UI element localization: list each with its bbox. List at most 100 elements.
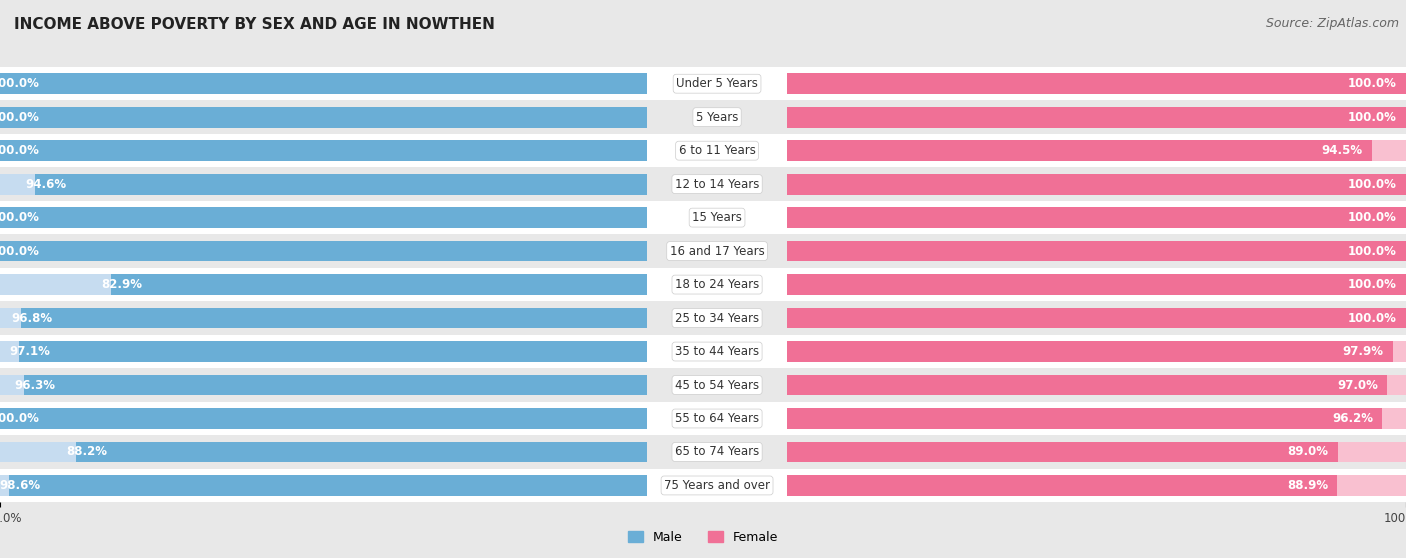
Text: 96.2%: 96.2% (1333, 412, 1374, 425)
Text: 35 to 44 Years: 35 to 44 Years (675, 345, 759, 358)
Bar (787, 73, 1406, 94)
Text: 100.0%: 100.0% (1348, 211, 1396, 224)
Bar (0, 341, 647, 362)
Bar (787, 408, 1406, 429)
Bar (787, 174, 1406, 195)
Bar (0, 67, 647, 100)
Bar (647, 402, 787, 435)
Text: 97.1%: 97.1% (8, 345, 51, 358)
Text: 100.0%: 100.0% (0, 110, 39, 124)
Text: 25 to 34 Years: 25 to 34 Years (675, 311, 759, 325)
Text: 65 to 74 Years: 65 to 74 Years (675, 445, 759, 459)
Legend: Male, Female: Male, Female (623, 526, 783, 549)
Bar (647, 335, 787, 368)
Text: INCOME ABOVE POVERTY BY SEX AND AGE IN NOWTHEN: INCOME ABOVE POVERTY BY SEX AND AGE IN N… (14, 17, 495, 32)
Bar (787, 207, 1406, 228)
Bar (787, 441, 1339, 463)
Text: 75 Years and over: 75 Years and over (664, 479, 770, 492)
Text: 96.8%: 96.8% (11, 311, 52, 325)
Bar (787, 107, 1406, 128)
Bar (787, 402, 1406, 435)
Bar (787, 140, 1406, 161)
Text: 89.0%: 89.0% (1288, 445, 1329, 459)
Text: 5 Years: 5 Years (696, 110, 738, 124)
Bar (787, 408, 1382, 429)
Bar (787, 435, 1406, 469)
Bar (787, 134, 1406, 167)
Bar (787, 240, 1406, 262)
Bar (787, 274, 1406, 295)
Text: 100.0%: 100.0% (1348, 77, 1396, 90)
Text: 100.0%: 100.0% (0, 77, 39, 90)
Bar (0, 435, 647, 469)
Bar (0, 207, 647, 228)
Bar (787, 374, 1388, 396)
Bar (787, 174, 1406, 195)
Bar (647, 368, 787, 402)
Text: 98.6%: 98.6% (0, 479, 41, 492)
Bar (787, 268, 1406, 301)
Text: 100.0%: 100.0% (1348, 177, 1396, 191)
Bar (787, 341, 1406, 362)
Bar (787, 140, 1372, 161)
Text: 97.0%: 97.0% (1337, 378, 1378, 392)
Bar (647, 100, 787, 134)
Bar (647, 167, 787, 201)
Bar (647, 234, 787, 268)
Bar (0, 234, 647, 268)
Bar (0, 140, 647, 161)
Bar (35, 174, 647, 195)
Bar (0, 301, 647, 335)
Bar (24, 374, 647, 396)
Bar (787, 100, 1406, 134)
Bar (0, 174, 647, 195)
Text: 12 to 14 Years: 12 to 14 Years (675, 177, 759, 191)
Bar (0, 240, 647, 262)
Bar (0, 201, 647, 234)
Bar (647, 301, 787, 335)
Bar (787, 307, 1406, 329)
Bar (0, 268, 647, 301)
Bar (0, 368, 647, 402)
Text: 100.0%: 100.0% (0, 412, 39, 425)
Bar (0, 240, 647, 262)
Bar (111, 274, 647, 295)
Text: 88.9%: 88.9% (1286, 479, 1329, 492)
Text: 55 to 64 Years: 55 to 64 Years (675, 412, 759, 425)
Bar (787, 475, 1406, 496)
Bar (787, 441, 1406, 463)
Bar (787, 234, 1406, 268)
Text: 100.0%: 100.0% (0, 211, 39, 224)
Text: 82.9%: 82.9% (101, 278, 142, 291)
Bar (787, 341, 1393, 362)
Bar (0, 475, 647, 496)
Bar (0, 134, 647, 167)
Bar (0, 469, 647, 502)
Bar (18, 341, 647, 362)
Text: Source: ZipAtlas.com: Source: ZipAtlas.com (1265, 17, 1399, 30)
Bar (0, 307, 647, 329)
Bar (0, 100, 647, 134)
Bar (0, 73, 647, 94)
Bar (0, 408, 647, 429)
Bar (787, 301, 1406, 335)
Bar (787, 73, 1406, 94)
Bar (21, 307, 647, 329)
Text: 100.0%: 100.0% (0, 244, 39, 258)
Bar (787, 201, 1406, 234)
Bar (0, 73, 647, 94)
Bar (647, 201, 787, 234)
Bar (647, 469, 787, 502)
Text: 18 to 24 Years: 18 to 24 Years (675, 278, 759, 291)
Text: 15 Years: 15 Years (692, 211, 742, 224)
Bar (787, 368, 1406, 402)
Text: 100.0%: 100.0% (1348, 110, 1396, 124)
Bar (0, 107, 647, 128)
Bar (787, 67, 1406, 100)
Text: 100.0%: 100.0% (1348, 244, 1396, 258)
Bar (787, 374, 1406, 396)
Text: 100.0%: 100.0% (1348, 311, 1396, 325)
Bar (647, 67, 787, 100)
Bar (787, 207, 1406, 228)
Bar (787, 167, 1406, 201)
